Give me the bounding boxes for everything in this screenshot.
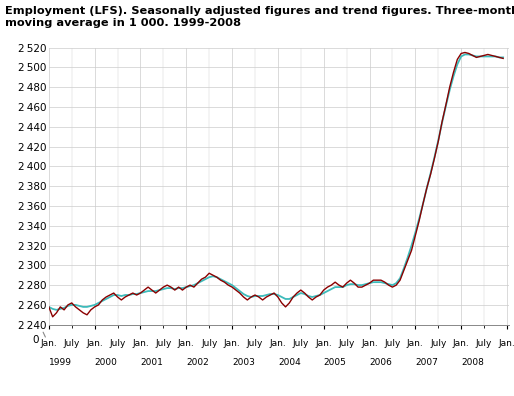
- Text: 2005: 2005: [324, 358, 346, 367]
- Text: July: July: [476, 339, 492, 348]
- Seasonally adjusted: [492, 54, 499, 59]
- Text: Jan.: Jan.: [453, 339, 469, 348]
- Text: Jan.: Jan.: [178, 339, 195, 348]
- Text: 0: 0: [32, 335, 39, 345]
- Seasonally adjusted: [49, 314, 56, 319]
- Text: 2002: 2002: [187, 358, 209, 367]
- Line: Seasonally adjusted: Seasonally adjusted: [49, 52, 503, 317]
- Seasonally adjusted: [409, 248, 415, 253]
- Trend: [302, 291, 308, 296]
- Text: 2001: 2001: [140, 358, 163, 367]
- Text: July: July: [430, 339, 447, 348]
- Trend: [500, 55, 506, 60]
- Text: July: July: [201, 339, 217, 348]
- Text: Jan.: Jan.: [224, 339, 241, 348]
- Text: July: July: [109, 339, 126, 348]
- Text: moving average in 1 000. 1999-2008: moving average in 1 000. 1999-2008: [5, 18, 241, 28]
- Trend: [46, 305, 52, 309]
- Text: July: July: [155, 339, 172, 348]
- Seasonally adjusted: [462, 50, 468, 55]
- Trend: [462, 52, 468, 57]
- Trend: [53, 307, 60, 312]
- Text: July: July: [292, 339, 309, 348]
- Trend: [362, 282, 369, 286]
- Text: July: July: [338, 339, 355, 348]
- Trend: [172, 287, 178, 291]
- Seasonally adjusted: [302, 291, 308, 295]
- Text: July: July: [384, 339, 400, 348]
- Text: July: July: [247, 339, 263, 348]
- Text: 2006: 2006: [370, 358, 392, 367]
- Seasonally adjusted: [362, 283, 369, 287]
- Text: Jan.: Jan.: [132, 339, 149, 348]
- Text: 2003: 2003: [232, 358, 255, 367]
- Text: Jan.: Jan.: [407, 339, 424, 348]
- Trend: [145, 289, 151, 293]
- Seasonally adjusted: [46, 305, 52, 309]
- Text: Jan.: Jan.: [41, 339, 57, 348]
- Seasonally adjusted: [145, 285, 151, 289]
- Text: Jan.: Jan.: [86, 339, 103, 348]
- Text: Jan.: Jan.: [361, 339, 378, 348]
- Text: Employment (LFS). Seasonally adjusted figures and trend figures. Three-month: Employment (LFS). Seasonally adjusted fi…: [5, 6, 514, 16]
- Text: 2007: 2007: [415, 358, 438, 367]
- Text: Jan.: Jan.: [269, 339, 286, 348]
- Text: Jan.: Jan.: [315, 339, 332, 348]
- Text: 2000: 2000: [95, 358, 118, 367]
- Trend: [409, 243, 415, 248]
- Text: 1999: 1999: [49, 358, 72, 367]
- Trend: [492, 54, 499, 59]
- Seasonally adjusted: [500, 56, 506, 61]
- Text: 2008: 2008: [461, 358, 484, 367]
- Line: Trend: Trend: [49, 54, 503, 310]
- Seasonally adjusted: [172, 287, 178, 292]
- Text: Jan.: Jan.: [499, 339, 514, 348]
- Text: July: July: [64, 339, 80, 348]
- Text: 2004: 2004: [278, 358, 301, 367]
